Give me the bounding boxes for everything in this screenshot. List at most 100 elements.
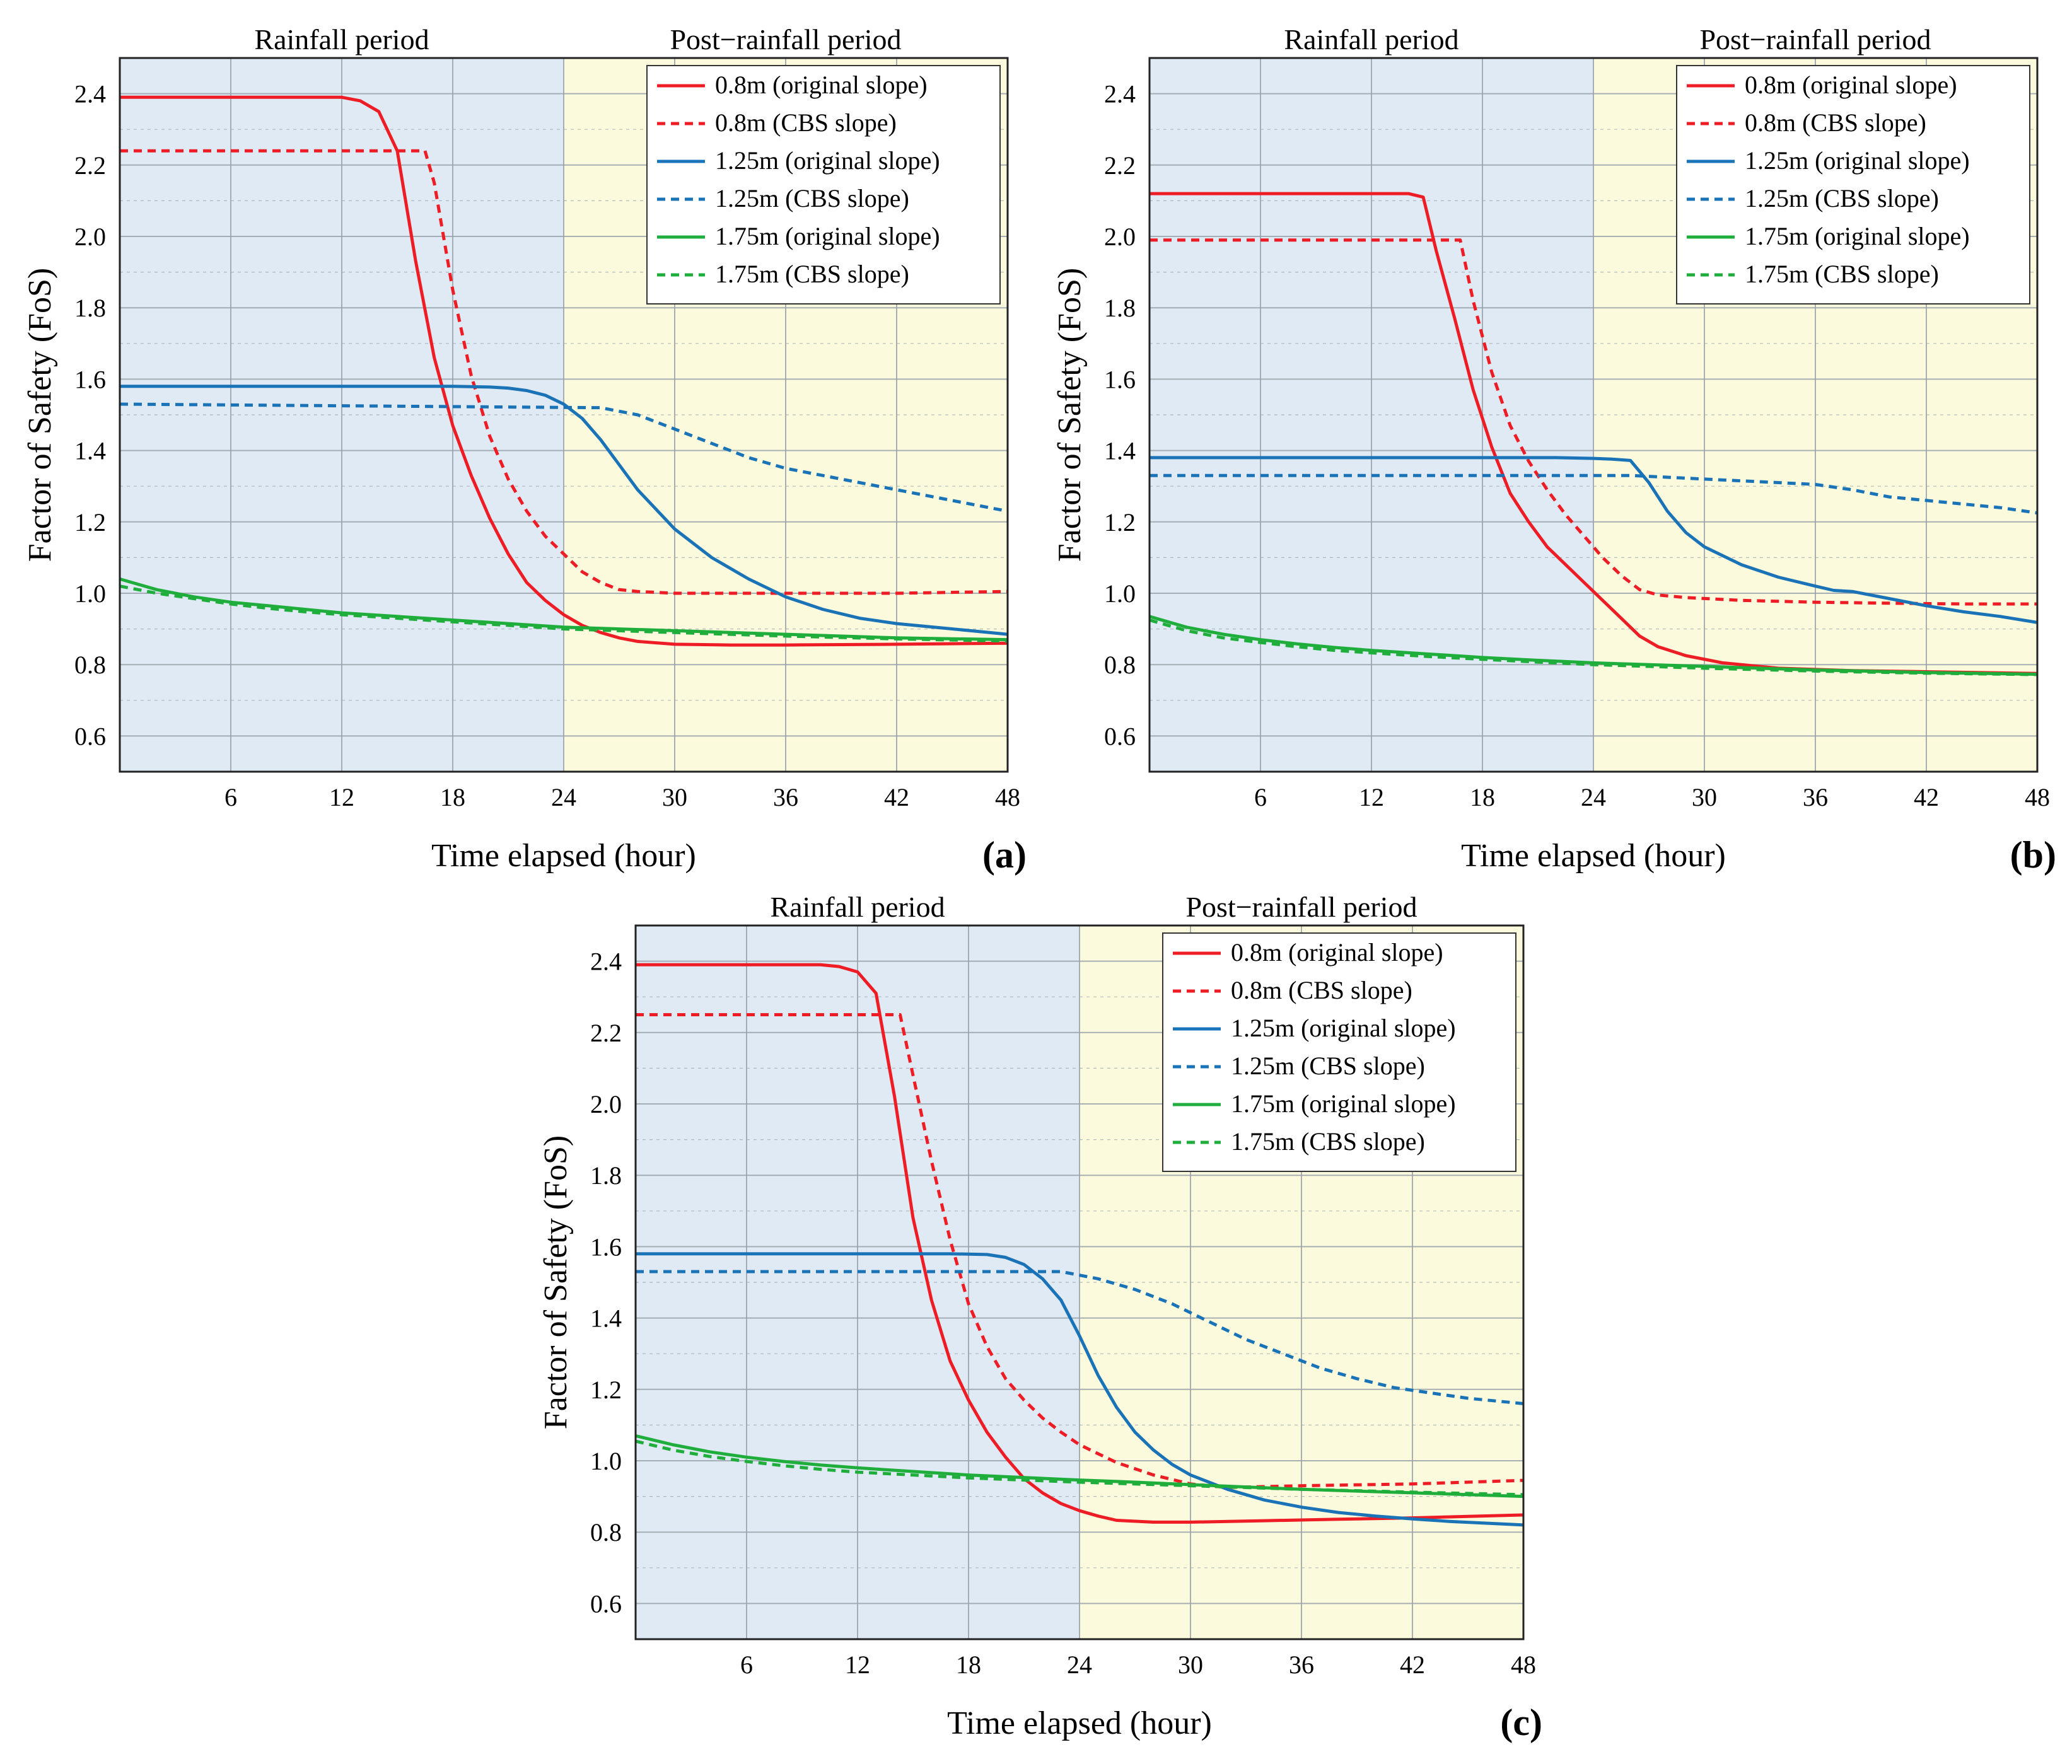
legend-box [1162, 932, 1516, 1172]
x-tick-label: 48 [995, 783, 1020, 811]
x-tick-label: 36 [773, 783, 798, 811]
plot-frame [119, 57, 1009, 773]
series-line-0-8m-cbs-slope [1149, 238, 2037, 606]
series-line-1-25m-original-slope [636, 1252, 1524, 1527]
legend-entry: 1.75m (original slope) [715, 222, 940, 250]
series-line-0-8m-original-slope [636, 963, 1524, 1524]
y-tick-label: 2.4 [74, 80, 106, 108]
legend-box [1676, 65, 2030, 305]
legend-entry: 0.8m (CBS slope) [1745, 108, 1926, 137]
y-axis-title: Factor of Safety (FoS) [538, 1135, 574, 1429]
x-tick-label: 48 [2025, 783, 2050, 811]
x-tick-label: 24 [1067, 1651, 1092, 1679]
x-tick-label: 18 [956, 1651, 981, 1679]
legend: 0.8m (original slope) 0.8m (CBS slope) 1.2… [646, 65, 1001, 305]
y-tick-label: 1.8 [74, 294, 106, 322]
legend-entry: 0.8m (original slope) [1745, 71, 1957, 99]
legend-entry: 0.8m (original slope) [1231, 938, 1443, 966]
rainfall-period-label: Rainfall period [770, 891, 945, 923]
legend-entry: 0.8m (original slope) [715, 71, 928, 99]
x-tick-label: 30 [662, 783, 687, 811]
legend-box [646, 65, 1001, 305]
series-line-1-75m-cbs-slope [635, 1439, 1524, 1497]
legend-entry: 1.25m (original slope) [1231, 1014, 1456, 1042]
y-tick-label: 1.4 [590, 1304, 622, 1333]
rainfall-period-label: Rainfall period [1284, 23, 1458, 55]
series-line-1-75m-cbs-slope [119, 584, 1008, 643]
legend-entry: 0.8m (CBS slope) [1231, 976, 1412, 1004]
y-tick-label: 1.6 [1104, 365, 1136, 393]
y-tick-label: 0.8 [74, 651, 106, 679]
chart-panel-b: 0.6 0.8 1.0 1.2 1.4 1.6 1.8 2.0 2.2 2.4 6 12 18 24 30 3… [1052, 23, 2056, 876]
x-axis-title: Time elapsed (hour) [431, 838, 696, 874]
legend-entry: 0.8m (CBS slope) [715, 108, 897, 137]
x-tick-label: 24 [551, 783, 576, 811]
panel-label: (b) [2010, 834, 2056, 876]
panel-label: (c) [1500, 1702, 1542, 1743]
post-rainfall-period-label: Post−rainfall period [1699, 23, 1931, 55]
x-tick-label: 36 [1289, 1651, 1314, 1679]
y-tick-label: 1.6 [590, 1233, 622, 1261]
y-axis-title: Factor of Safety (FoS) [22, 268, 58, 562]
rainfall-period-label: Rainfall period [254, 23, 429, 55]
panel-label: (a) [982, 834, 1027, 876]
legend-entry: 1.25m (original slope) [715, 146, 940, 175]
y-tick-label: 2.2 [590, 1019, 622, 1047]
x-tick-label: 6 [224, 783, 237, 811]
y-tick-label: 0.8 [1104, 651, 1136, 679]
plot-frame [1148, 57, 2039, 773]
x-tick-label: 42 [1400, 1651, 1425, 1679]
legend-entry: 1.75m (CBS slope) [1745, 260, 1939, 288]
series-line-0-8m-cbs-slope [120, 149, 1008, 595]
x-tick-label: 18 [1470, 783, 1495, 811]
legend-entry: 1.25m (CBS slope) [1231, 1052, 1425, 1080]
y-axis-title: Factor of Safety (FoS) [1052, 268, 1088, 562]
legend-entry: 1.25m (original slope) [1745, 146, 1970, 175]
y-tick-label: 2.2 [74, 151, 106, 180]
y-tick-label: 2.4 [590, 948, 622, 976]
x-tick-label: 6 [1254, 783, 1267, 811]
y-tick-label: 1.2 [1104, 508, 1136, 537]
y-tick-label: 2.0 [1104, 223, 1136, 251]
x-tick-label: 42 [884, 783, 909, 811]
legend-entry: 1.75m (original slope) [1231, 1089, 1456, 1118]
series-line-0-8m-original-slope [120, 95, 1008, 647]
post-rainfall-period-label: Post−rainfall period [1185, 891, 1417, 923]
legend-entry: 1.25m (CBS slope) [715, 184, 909, 212]
x-tick-label: 48 [1511, 1651, 1536, 1679]
y-tick-label: 0.8 [590, 1518, 622, 1546]
y-tick-label: 1.8 [1104, 294, 1136, 322]
y-tick-label: 1.0 [1104, 579, 1136, 608]
y-tick-label: 1.4 [1104, 437, 1136, 465]
y-tick-label: 2.4 [1104, 80, 1136, 108]
x-tick-label: 12 [329, 783, 354, 811]
y-tick-label: 1.2 [74, 508, 106, 537]
legend-entry: 1.75m (original slope) [1745, 222, 1970, 250]
series-line-1-25m-cbs-slope [636, 1270, 1524, 1405]
series-line-0-8m-original-slope [1149, 192, 2038, 675]
x-tick-label: 36 [1803, 783, 1828, 811]
series-line-1-75m-original-slope [119, 577, 1008, 642]
y-tick-label: 1.4 [74, 437, 106, 465]
y-tick-label: 2.0 [590, 1090, 622, 1118]
legend-entry: 1.25m (CBS slope) [1745, 184, 1939, 212]
y-tick-label: 2.2 [1104, 151, 1136, 180]
chart-panel-c: 0.6 0.8 1.0 1.2 1.4 1.6 1.8 2.0 2.2 2.4 6 12 18 24 30 3… [538, 891, 1542, 1743]
series-line-1-25m-cbs-slope [119, 402, 1008, 513]
legend-entry: 1.75m (CBS slope) [1231, 1127, 1425, 1156]
x-axis-title: Time elapsed (hour) [947, 1705, 1212, 1741]
x-tick-label: 42 [1914, 783, 1939, 811]
x-tick-label: 12 [845, 1651, 870, 1679]
y-tick-label: 2.0 [74, 223, 106, 251]
x-tick-label: 24 [1581, 783, 1606, 811]
y-tick-label: 1.0 [74, 579, 106, 608]
plot-frame [634, 924, 1525, 1640]
series-line-1-25m-cbs-slope [1149, 473, 2038, 515]
legend: 0.8m (original slope) 0.8m (CBS slope) 1.2… [1676, 65, 2030, 305]
legend-entry: 1.75m (CBS slope) [715, 260, 909, 288]
x-axis-title: Time elapsed (hour) [1461, 838, 1726, 874]
post-rainfall-period-label: Post−rainfall period [670, 23, 901, 55]
series-line-1-25m-original-slope [120, 385, 1008, 636]
y-tick-label: 1.0 [590, 1447, 622, 1475]
